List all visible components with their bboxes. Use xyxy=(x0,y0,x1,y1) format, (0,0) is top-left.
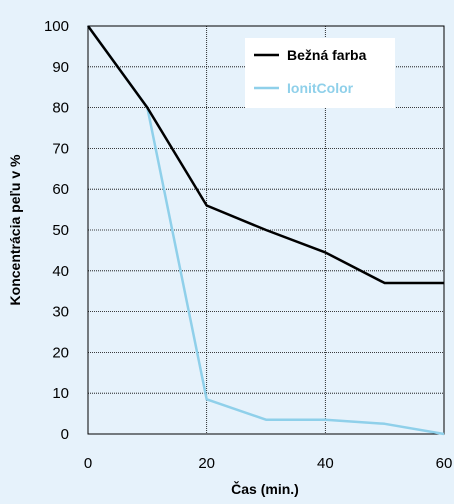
y-tick-label: 20 xyxy=(52,344,69,361)
y-axis-title: Koncentrácia peľu v % xyxy=(7,154,23,305)
y-tick-label: 90 xyxy=(52,59,69,76)
plot-frame xyxy=(87,25,445,435)
legend: Bežná farba IonitColor xyxy=(245,38,395,108)
series-lines xyxy=(86,25,445,436)
x-axis-ticks: 0 20 40 60 xyxy=(84,455,453,472)
legend-label: Bežná farba xyxy=(287,47,367,63)
y-tick-label: 100 xyxy=(44,18,69,35)
y-tick-label: 0 xyxy=(61,426,69,443)
legend-box xyxy=(245,38,395,108)
y-tick-label: 60 xyxy=(52,181,69,198)
x-tick-label: 40 xyxy=(317,455,334,472)
x-axis-title: Čas (min.) xyxy=(231,480,299,497)
legend-label: IonitColor xyxy=(287,80,354,96)
y-axis-ticks: 0 10 20 30 40 50 60 70 80 90 100 xyxy=(44,18,69,443)
series-line xyxy=(86,25,444,285)
y-tick-label: 30 xyxy=(52,304,69,321)
y-tick-label: 40 xyxy=(52,263,69,280)
y-tick-label: 70 xyxy=(52,140,69,157)
x-tick-label: 60 xyxy=(436,455,453,472)
y-tick-label: 80 xyxy=(52,100,69,117)
x-tick-label: 0 xyxy=(84,455,92,472)
y-tick-label: 50 xyxy=(52,222,69,239)
y-tick-label: 10 xyxy=(52,385,69,402)
x-tick-label: 20 xyxy=(198,455,215,472)
